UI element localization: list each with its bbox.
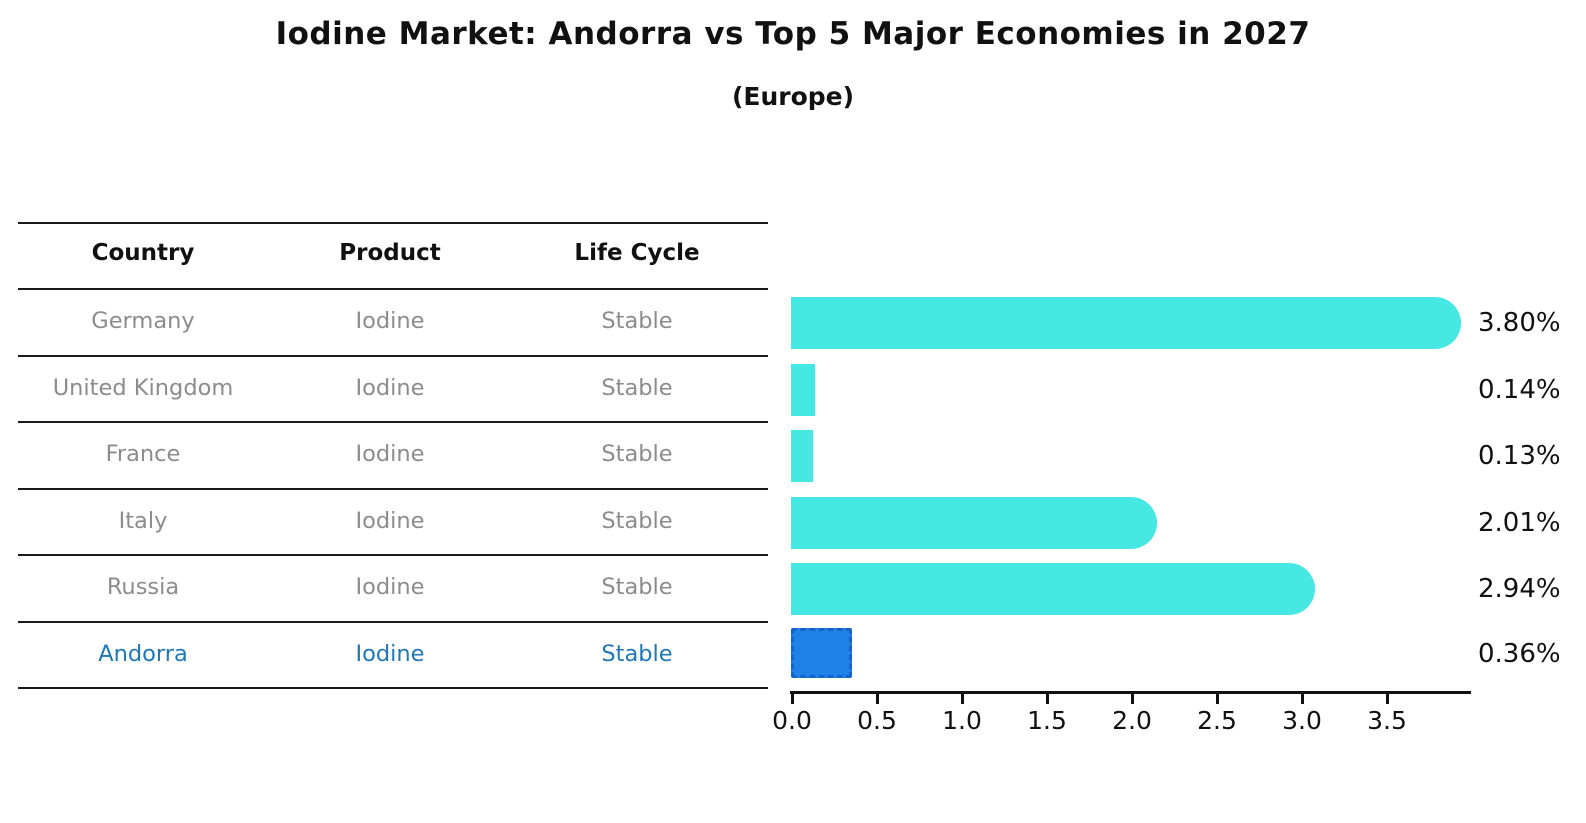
row-divider xyxy=(18,355,768,357)
product-cell: Iodine xyxy=(355,441,425,467)
x-tick xyxy=(1131,693,1134,704)
x-tick-label: 0.5 xyxy=(857,706,897,735)
product-cell: Iodine xyxy=(355,641,425,667)
life-cycle-cell: Stable xyxy=(601,641,673,667)
life-cycle-cell: Stable xyxy=(601,508,673,534)
x-tick xyxy=(961,693,964,704)
x-tick-label: 3.5 xyxy=(1367,706,1407,735)
product-cell: Iodine xyxy=(355,308,425,334)
bar-andorra xyxy=(791,628,853,678)
x-tick-label: 2.0 xyxy=(1112,706,1152,735)
row-divider xyxy=(18,421,768,423)
bar-germany xyxy=(791,297,1461,349)
table-header-divider xyxy=(18,288,768,290)
chart-title: Iodine Market: Andorra vs Top 5 Major Ec… xyxy=(275,16,1311,52)
x-tick xyxy=(1301,693,1304,704)
row-divider xyxy=(18,554,768,556)
bar-italy xyxy=(791,497,1157,549)
value-label-andorra: 0.36% xyxy=(1478,639,1561,669)
row-divider xyxy=(18,488,768,490)
row-divider xyxy=(18,621,768,623)
value-label-italy: 2.01% xyxy=(1478,508,1561,538)
x-tick-label: 2.5 xyxy=(1197,706,1237,735)
value-label-france: 0.13% xyxy=(1478,441,1561,471)
country-cell: Andorra xyxy=(98,641,188,667)
product-cell: Iodine xyxy=(355,574,425,600)
life-cycle-cell: Stable xyxy=(601,308,673,334)
column-header-country: Country xyxy=(91,240,195,266)
product-cell: Iodine xyxy=(355,375,425,401)
value-label-united-kingdom: 0.14% xyxy=(1478,375,1561,405)
chart-subtitle: (Europe) xyxy=(731,82,855,111)
country-cell: Russia xyxy=(106,574,180,600)
life-cycle-cell: Stable xyxy=(601,574,673,600)
x-tick-label: 1.0 xyxy=(942,706,982,735)
country-cell: France xyxy=(105,441,181,467)
x-tick xyxy=(1046,693,1049,704)
country-cell: United Kingdom xyxy=(52,375,234,401)
value-label-germany: 3.80% xyxy=(1478,308,1561,338)
column-header-life-cycle: Life Cycle xyxy=(574,240,700,266)
x-tick xyxy=(1386,693,1389,704)
x-tick-label: 1.5 xyxy=(1027,706,1067,735)
x-tick-label: 0.0 xyxy=(772,706,812,735)
table-border-bottom xyxy=(18,687,768,689)
product-cell: Iodine xyxy=(355,508,425,534)
country-cell: Germany xyxy=(91,308,195,334)
x-axis-line xyxy=(790,691,1471,694)
x-tick xyxy=(876,693,879,704)
bar-france xyxy=(791,430,814,482)
life-cycle-cell: Stable xyxy=(601,441,673,467)
country-cell: Italy xyxy=(118,508,168,534)
table-border-top xyxy=(18,222,768,224)
life-cycle-cell: Stable xyxy=(601,375,673,401)
bar-united-kingdom xyxy=(791,364,815,416)
bar-russia xyxy=(791,563,1315,615)
column-header-product: Product xyxy=(339,240,441,266)
value-label-russia: 2.94% xyxy=(1478,574,1561,604)
x-tick xyxy=(1216,693,1219,704)
x-tick-label: 3.0 xyxy=(1282,706,1322,735)
x-tick xyxy=(791,693,794,704)
